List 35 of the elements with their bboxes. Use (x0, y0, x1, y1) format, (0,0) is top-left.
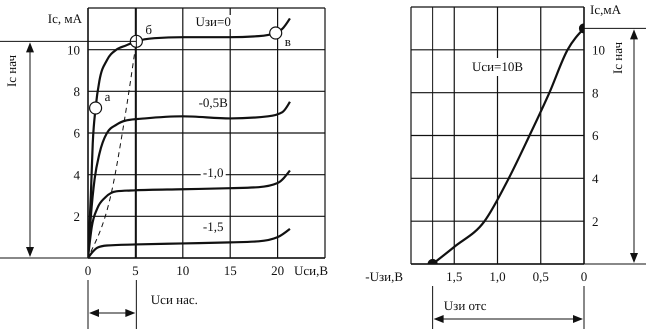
y-tick-label: 4 (592, 170, 599, 186)
ref-line-label: Uси нас. (150, 292, 198, 307)
series-label: Uзи=0 (194, 14, 233, 30)
legend-label: Iс нач (610, 42, 625, 74)
y-tick-label: 8 (74, 84, 80, 99)
y-tick-label: 2 (592, 214, 598, 229)
y-tick-label: 4 (74, 167, 80, 182)
x-tick-label: 1,5 (446, 269, 462, 284)
annotation: б (145, 22, 152, 38)
x-tick-label: 0 (580, 269, 588, 284)
x-tick-label: 15 (224, 263, 237, 278)
x-axis-title: -Uзи,В (365, 269, 403, 284)
y-tick-label: 8 (592, 85, 598, 100)
series-label: -0,5В (196, 95, 230, 110)
annotation: а (104, 89, 110, 104)
x-axis-title: Uси,В (294, 263, 328, 278)
y-axis-title: Iс, мА (48, 11, 82, 26)
x-tick-label: 5 (132, 263, 139, 278)
legend-label: Iс нач (4, 55, 19, 88)
series-label: -1,0 (200, 165, 226, 180)
ref-line-label: Uзи отс (444, 298, 486, 313)
x-tick-label: 0 (84, 263, 92, 278)
y-tick-label: 10 (67, 42, 80, 58)
y-tick-label: 2 (74, 208, 80, 224)
x-tick-label: 0,5 (532, 269, 549, 284)
x-tick-label: 10 (176, 263, 190, 278)
annotation: в (284, 34, 291, 49)
y-tick-label: 6 (74, 126, 80, 141)
y-axis-title: Iс,мА (590, 2, 621, 17)
x-tick-label: 1,0 (489, 269, 506, 284)
x-tick-label: 20 (271, 263, 284, 278)
series-label: -1,5 (200, 219, 226, 234)
y-tick-label: 6 (592, 128, 599, 144)
annotation: Uси=10В (468, 58, 526, 76)
y-tick-label: 10 (592, 42, 605, 58)
